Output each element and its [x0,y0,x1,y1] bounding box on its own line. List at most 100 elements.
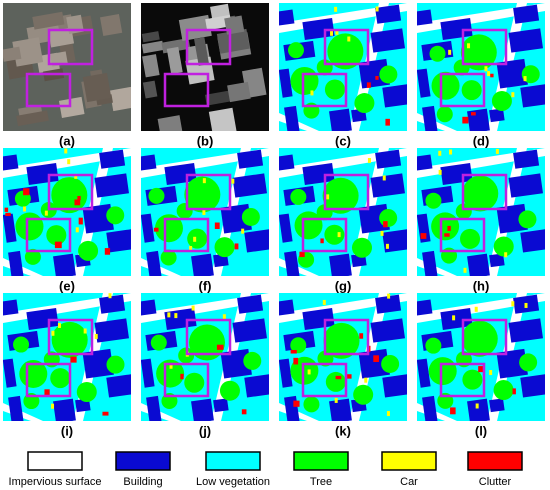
panel [279,148,407,276]
tree [189,324,226,361]
car [51,403,55,409]
photo-patch [166,46,183,75]
clutter [478,366,485,373]
building [302,18,335,41]
photo-patch [16,110,49,127]
highlight-box [439,72,486,108]
building [164,308,197,331]
building [99,149,126,169]
clutter [23,188,30,196]
clutter [70,356,77,363]
tree [13,336,30,353]
tree [243,351,262,370]
clutter [373,355,379,363]
panel [141,3,269,131]
car [487,71,491,77]
building [489,398,505,413]
photo-patch [141,31,160,43]
tree [324,224,345,245]
highlight-box [461,28,508,66]
tree [287,42,304,59]
car [335,29,339,35]
car [74,173,78,179]
building [279,68,293,98]
building [146,395,163,421]
car [326,194,330,200]
car [449,149,453,155]
photo-patch [82,72,112,103]
clutter [5,212,11,217]
tree [184,176,221,213]
car [202,209,206,215]
building [467,398,490,421]
legend-label: Building [123,476,162,488]
clutter [54,241,62,249]
highlight-box [461,318,508,356]
building [370,173,405,198]
panel-image [141,3,269,131]
tree [46,225,67,246]
building [3,154,19,172]
building [382,228,407,253]
tree [323,322,360,359]
photo-patch [3,46,22,62]
car [202,178,206,184]
car [463,267,467,273]
photo-patch [142,54,160,78]
tree [436,106,453,123]
clutter [153,227,159,232]
clutter [470,112,476,116]
building [375,294,402,314]
tree [156,359,185,388]
panel-image [3,148,131,276]
tree [290,337,307,354]
tree [303,396,320,413]
building [3,358,17,388]
building [440,308,473,331]
car [241,228,245,234]
highlight-box [439,362,486,398]
tree [150,334,167,351]
clutter [299,251,305,258]
highlight-box [301,217,348,253]
car [337,232,341,238]
tree [76,381,97,402]
highlight-box [301,72,348,108]
car [189,246,193,252]
building [520,83,545,108]
building [141,299,157,317]
car [380,230,384,236]
highlight-box [323,173,370,211]
highlight-box [163,362,210,398]
clutter [74,199,81,206]
tree [51,177,88,214]
building [82,203,114,234]
clutter [77,195,81,201]
legend-label: Low vegetation [196,476,270,488]
car [57,322,61,328]
panel-image [417,293,545,421]
panel-image [279,148,407,276]
highlight-box [25,362,72,398]
car [64,148,68,154]
building [141,358,155,388]
building [8,395,25,421]
car [67,159,71,165]
building [244,228,269,253]
car [364,377,368,383]
clutter [216,344,224,350]
car [511,301,515,307]
clutter [345,374,352,379]
clutter [420,233,427,239]
car [44,210,48,216]
building [26,308,59,331]
car [169,363,173,369]
legend-label: Impervious surface [9,476,102,488]
building [520,373,545,398]
clutter [293,400,300,407]
tree [429,45,446,62]
tree [425,337,442,354]
legend-swatch [293,451,349,471]
building [520,228,545,253]
building [53,253,76,276]
